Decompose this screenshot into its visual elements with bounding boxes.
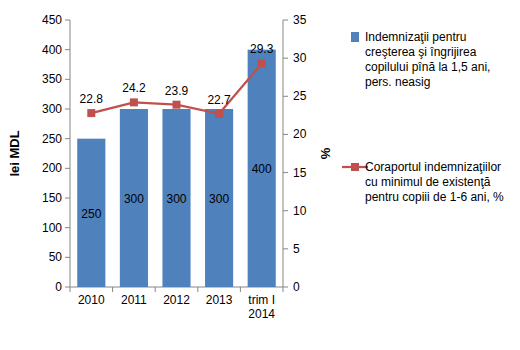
x-tick [283,287,284,292]
bar-label: 300 [124,192,144,206]
line-label: 23.9 [165,84,189,98]
bar [120,109,148,287]
y-tick [65,287,70,288]
y-tick-label: 250 [42,132,62,146]
y2-tick-label: 0 [293,280,300,294]
y2-tick [283,210,288,211]
bar-label: 250 [81,207,101,221]
y2-tick [283,172,288,173]
y2-tick-label: 15 [293,166,307,180]
line-marker [258,59,266,67]
y2-tick-label: 20 [293,127,307,141]
y-tick-label: 450 [42,13,62,27]
x-tick-label-line: 2011 [121,293,147,307]
y-tick-label: 50 [49,250,63,264]
legend-swatch [351,163,359,171]
line [91,63,261,113]
data-labels: 250 300 300 300 400 22.8 24.2 23.9 22.7 29.3 [80,42,274,220]
y-tick [65,138,70,139]
y2-tick [283,20,288,21]
y2-axis-title: % [318,147,333,159]
x-tick [155,287,156,292]
bar-label: 400 [252,162,272,176]
x-tick-label: trim I2014 [248,293,275,321]
x-tick [112,287,113,292]
y-tick [65,227,70,228]
line-marker [130,98,138,106]
y-tick [65,49,70,50]
y-tick-label: 200 [42,161,62,175]
x-tick-label: 2012 [163,293,190,307]
bar [77,139,105,287]
bar-label: 300 [209,192,229,206]
y-tick-label: 100 [42,221,62,235]
x-tick-label-line: 2014 [248,307,275,321]
line-marker [215,110,223,118]
line-marker [87,109,95,117]
y2-tick-label: 25 [293,89,307,103]
line-label: 22.8 [80,92,104,106]
bar [162,109,190,287]
y2-tick [283,58,288,59]
x-tick-label-line: 2010 [78,293,105,307]
y2-tick [283,287,288,288]
y-tick-label: 400 [42,43,62,57]
line-label: 24.2 [122,81,146,95]
y-tick-label: 300 [42,102,62,116]
y-axis-title: lei MDL [7,130,22,176]
x-tick-label: 2010 [78,293,105,307]
y2-axis [283,20,284,287]
bar-label: 300 [166,192,186,206]
x-tick-label: 2013 [206,293,233,307]
y-tick [65,168,70,169]
legend-entry: Indemnizaţii pentru creşterea şi îngriji… [365,30,517,90]
bar [205,109,233,287]
y-tick-label: 150 [42,191,62,205]
x-tick-label: 2011 [121,293,147,307]
bar [248,50,276,287]
y2-tick-label: 5 [293,242,300,256]
line-marker [173,101,181,109]
x-tick [70,287,71,292]
y-tick-label: 0 [55,280,62,294]
y2-tick-label: 30 [293,51,307,65]
x-tick-label-line: 2012 [163,293,190,307]
x-tick [197,287,198,292]
legend-swatch [351,32,359,42]
y-axis [70,20,71,287]
line-label: 22.7 [207,93,231,107]
y2-tick [283,248,288,249]
x-tick-label-line: 2013 [206,293,233,307]
y-tick [65,20,70,21]
line-label: 29.3 [250,42,274,56]
y2-tick-label: 35 [293,13,307,27]
legend-entry: Coraportul indemnizaţiilor cu minimul de… [365,160,517,205]
y-tick [65,109,70,110]
y-tick [65,257,70,258]
y2-tick [283,96,288,97]
y-tick [65,198,70,199]
x-tick-label-line: trim I [248,293,275,307]
plot-marks [77,50,276,287]
y2-tick-label: 10 [293,204,307,218]
y-tick-label: 350 [42,72,62,86]
x-tick [240,287,241,292]
y2-tick [283,134,288,135]
y-tick [65,79,70,80]
